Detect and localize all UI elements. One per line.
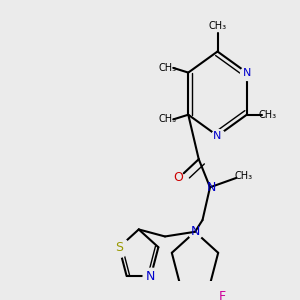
Text: N: N: [213, 131, 222, 141]
Text: CH₃: CH₃: [159, 63, 177, 73]
Text: CH₃: CH₃: [258, 110, 276, 120]
Text: N: N: [190, 225, 200, 238]
Text: N: N: [242, 68, 251, 78]
Text: CH₃: CH₃: [208, 21, 226, 31]
Text: N: N: [146, 269, 156, 283]
Text: N: N: [207, 181, 217, 194]
Text: O: O: [173, 171, 183, 184]
Text: CH₃: CH₃: [235, 171, 253, 181]
Text: CH₃: CH₃: [159, 114, 177, 124]
Text: F: F: [219, 290, 226, 300]
Text: S: S: [115, 241, 123, 254]
